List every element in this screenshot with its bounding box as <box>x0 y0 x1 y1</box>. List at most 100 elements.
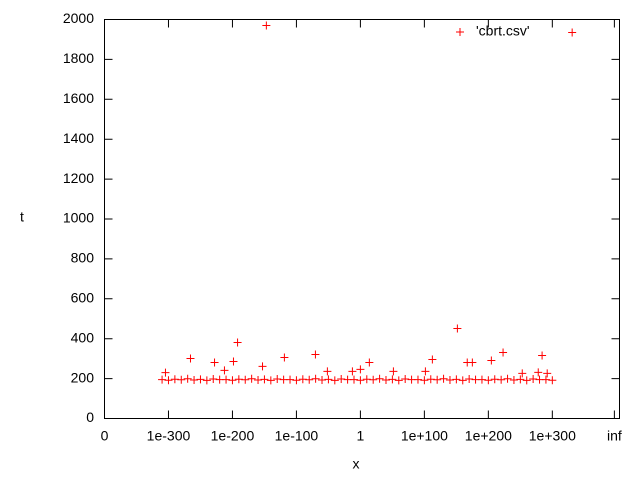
point <box>516 375 525 384</box>
point <box>529 374 538 383</box>
point <box>311 350 320 359</box>
point <box>389 367 398 376</box>
point <box>350 375 359 384</box>
point <box>426 375 435 384</box>
point <box>381 375 390 384</box>
y-tick-label: 1800 <box>63 50 94 66</box>
point <box>421 367 430 376</box>
point <box>490 375 499 384</box>
point <box>247 374 256 383</box>
point <box>323 367 332 376</box>
point <box>465 374 474 383</box>
y-tick-label: 200 <box>71 369 95 385</box>
point <box>158 375 167 384</box>
point <box>196 375 205 384</box>
point <box>260 375 269 384</box>
point <box>286 375 295 384</box>
point <box>164 376 173 385</box>
point <box>170 375 179 384</box>
x-tick-label: 1e+300 <box>529 428 576 444</box>
point <box>369 375 378 384</box>
point <box>356 365 365 374</box>
point <box>228 376 237 385</box>
point <box>497 375 506 384</box>
y-tick-label: 2000 <box>63 10 94 26</box>
point <box>210 358 219 367</box>
point <box>161 368 170 377</box>
point <box>229 357 238 366</box>
point <box>305 375 314 384</box>
x-tick-label: 0 <box>101 428 109 444</box>
point <box>362 375 371 384</box>
x-axis-label: x <box>353 456 360 472</box>
x-tick-label: 1e-100 <box>275 428 319 444</box>
point <box>534 368 543 377</box>
point <box>280 353 289 362</box>
x-tick-label: 1e+200 <box>465 428 512 444</box>
point <box>428 355 437 364</box>
x-tick-label: inf <box>607 428 622 444</box>
point <box>452 375 461 384</box>
point <box>548 376 557 385</box>
y-tick-label: 800 <box>71 250 95 266</box>
point <box>348 367 357 376</box>
point <box>292 376 301 385</box>
point <box>337 374 346 383</box>
point <box>518 369 527 378</box>
point <box>487 356 496 365</box>
point <box>222 375 231 384</box>
point <box>273 374 282 383</box>
point <box>433 375 442 384</box>
point <box>183 374 192 383</box>
point <box>234 375 243 384</box>
point <box>522 376 531 385</box>
point <box>453 324 462 333</box>
x-tick-label: 1e-300 <box>147 428 191 444</box>
point <box>202 376 211 385</box>
point <box>420 376 429 385</box>
y-tick-label: 600 <box>71 290 95 306</box>
y-tick-label: 1000 <box>63 210 94 226</box>
point <box>298 375 307 384</box>
y-tick-label: 1600 <box>63 90 94 106</box>
point <box>262 21 271 30</box>
point <box>190 375 199 384</box>
point <box>401 374 410 383</box>
point <box>365 358 374 367</box>
point <box>477 375 486 384</box>
point <box>330 376 339 385</box>
point <box>186 354 195 363</box>
point <box>388 375 397 384</box>
point <box>439 374 448 383</box>
point <box>356 376 365 385</box>
y-tick-label: 1200 <box>63 170 94 186</box>
x-tick-label: 1e-200 <box>211 428 255 444</box>
point <box>324 375 333 384</box>
point <box>220 366 229 375</box>
point <box>177 375 186 384</box>
point <box>568 28 577 37</box>
point <box>375 374 384 383</box>
point <box>468 358 477 367</box>
point <box>445 375 454 384</box>
point <box>311 374 320 383</box>
point <box>499 348 508 357</box>
point <box>233 338 242 347</box>
point <box>484 376 493 385</box>
point <box>543 369 552 378</box>
point <box>254 375 263 384</box>
legend-marker <box>456 28 464 36</box>
point <box>458 376 467 385</box>
y-axis-label: t <box>20 209 24 225</box>
point <box>258 362 267 371</box>
point <box>394 376 403 385</box>
point <box>503 374 512 383</box>
y-tick-label: 0 <box>86 409 94 425</box>
point <box>413 375 422 384</box>
point <box>318 375 327 384</box>
y-tick-label: 1400 <box>63 130 94 146</box>
point <box>541 375 550 384</box>
x-tick-label: 1e+100 <box>401 428 448 444</box>
legend-label: 'cbrt.csv' <box>476 23 530 39</box>
